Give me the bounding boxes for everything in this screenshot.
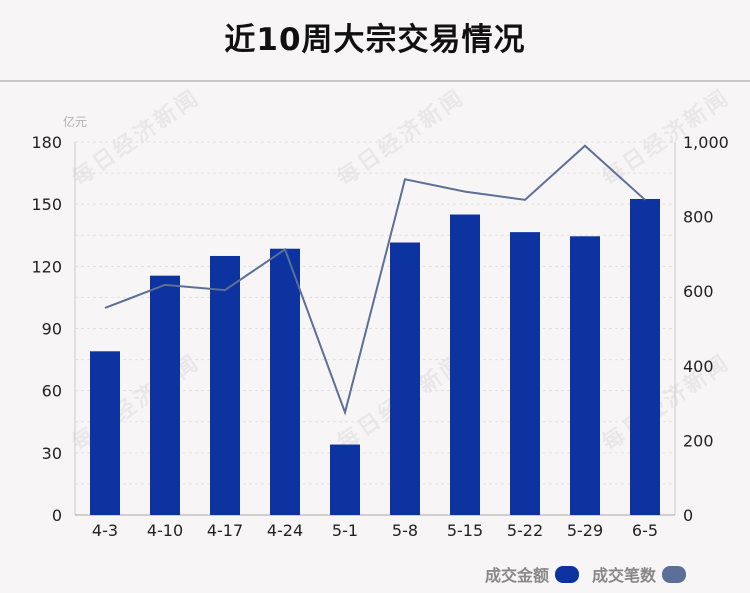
- chart-title: 近10周大宗交易情况: [224, 22, 526, 58]
- y-right-tick-label: 600: [683, 282, 714, 301]
- y-right-tick-label: 400: [683, 357, 714, 376]
- bar-amount: [150, 275, 180, 515]
- legend-amount-label: 成交金额: [485, 566, 550, 585]
- y-left-tick-label: 0: [52, 506, 62, 525]
- y-right-tick-label: 1,000: [683, 133, 729, 152]
- y-left-unit: 亿元: [63, 114, 87, 129]
- legend-count-label: 成交笔数: [592, 566, 657, 585]
- y-left-tick-label: 60: [42, 382, 62, 401]
- bar-amount: [450, 214, 480, 515]
- x-tick-label: 5-15: [447, 521, 483, 540]
- x-tick-label: 5-1: [332, 521, 358, 540]
- y-left-tick-label: 120: [31, 257, 62, 276]
- x-tick-label: 4-24: [267, 521, 303, 540]
- bar-amount: [90, 351, 120, 515]
- bar-amount: [270, 248, 300, 515]
- bar-amount: [570, 236, 600, 515]
- x-tick-label: 5-29: [567, 521, 603, 540]
- bar-amount: [630, 198, 660, 515]
- y-left-tick-label: 180: [31, 133, 62, 152]
- x-tick-label: 4-17: [207, 521, 243, 540]
- bar-amount: [330, 444, 360, 515]
- y-right-tick-label: 0: [683, 506, 693, 525]
- x-tick-label: 6-5: [632, 521, 658, 540]
- bar-amount: [390, 242, 420, 515]
- y-left-tick-label: 150: [31, 195, 62, 214]
- y-right-tick-label: 200: [683, 431, 714, 450]
- legend: 成交金额: [485, 563, 580, 585]
- x-tick-label: 4-3: [92, 521, 118, 540]
- x-tick-label: 5-8: [392, 521, 418, 540]
- y-left-tick-label: 90: [42, 320, 62, 339]
- title-divider: [0, 80, 750, 82]
- bar-amount: [510, 232, 540, 515]
- line-count: [104, 144, 646, 416]
- legend-count-swatch: [662, 565, 687, 583]
- x-tick-label: 4-10: [147, 521, 183, 540]
- y-left-tick-label: 30: [42, 444, 62, 463]
- bar-amount: [210, 255, 240, 515]
- legend: 成交笔数: [592, 563, 687, 585]
- x-tick-label: 5-22: [507, 521, 543, 540]
- y-right-tick-label: 800: [683, 208, 714, 227]
- legend-amount-swatch: [555, 565, 580, 583]
